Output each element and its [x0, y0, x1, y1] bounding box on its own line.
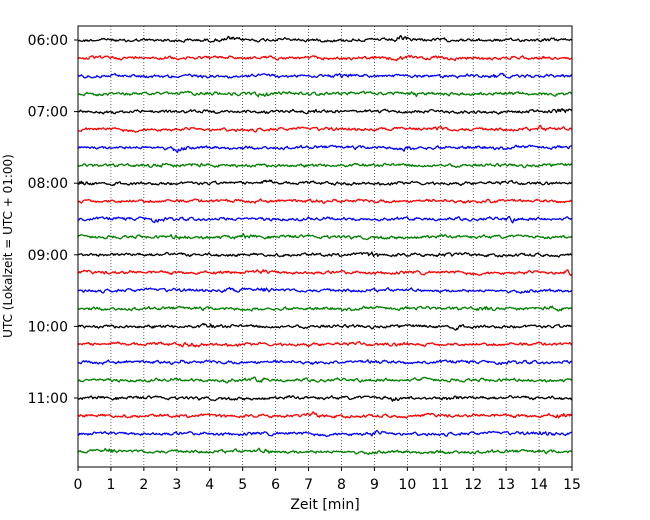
- trace-0700: [77, 108, 573, 115]
- seismogram-traces: [77, 34, 573, 456]
- trace-0745: [77, 162, 573, 169]
- trace-0600: [77, 34, 573, 43]
- x-tick-label: 4: [205, 477, 214, 493]
- x-tick-label: 0: [74, 477, 83, 493]
- x-tick-label: 8: [337, 477, 346, 493]
- trace-0900: [77, 251, 573, 258]
- x-tick-label: 3: [172, 477, 181, 493]
- y-tick-label: 09:00: [28, 248, 68, 264]
- x-tick-label: 2: [139, 477, 148, 493]
- x-tick-label: 6: [271, 477, 280, 493]
- trace-0845: [77, 233, 573, 241]
- trace-0645: [77, 90, 573, 98]
- x-axis: 0 1 2 3 4 5 6 7 8 9 10 11 12 13 14 15: [74, 467, 581, 493]
- y-tick-label: 06:00: [28, 33, 68, 49]
- trace-0715: [77, 124, 573, 133]
- x-tick-label: 15: [563, 477, 581, 493]
- trace-0730: [77, 144, 573, 153]
- x-tick-label: 1: [106, 477, 115, 493]
- x-tick-label: 12: [464, 477, 482, 493]
- x-axis-title: Zeit [min]: [290, 497, 359, 513]
- trace-0945: [77, 305, 573, 312]
- trace-1145: [77, 447, 573, 456]
- trace-1130: [77, 429, 573, 438]
- plot-background: [78, 26, 572, 467]
- trace-0830: [77, 215, 573, 224]
- trace-0630: [77, 72, 573, 79]
- y-tick-label: 07:00: [28, 105, 68, 121]
- trace-1030: [77, 359, 573, 366]
- x-tick-label: 14: [530, 477, 548, 493]
- trace-0815: [77, 198, 573, 205]
- trace-1115: [77, 411, 573, 419]
- trace-0615: [77, 54, 573, 62]
- trace-0800: [77, 179, 573, 187]
- x-tick-label: 5: [238, 477, 247, 493]
- plot-frame: [77, 25, 573, 468]
- x-tick-label: 11: [431, 477, 449, 493]
- x-tick-label: 13: [497, 477, 515, 493]
- trace-0930: [77, 286, 573, 294]
- x-tick-label: 10: [398, 477, 416, 493]
- trace-1015: [77, 340, 573, 348]
- y-axis-title: UTC (Lokalzeit = UTC + 01:00): [1, 154, 15, 338]
- trace-1000: [77, 322, 573, 331]
- y-axis: 06:00 07:00 08:00 09:00 10:00 11:00: [28, 33, 78, 407]
- trace-1045: [77, 376, 573, 384]
- y-tick-label: 10:00: [28, 319, 68, 335]
- trace-0915: [77, 269, 573, 277]
- y-tick-label: 11:00: [28, 391, 68, 407]
- x-tick-label: 9: [370, 477, 379, 493]
- y-tick-label: 08:00: [28, 176, 68, 192]
- x-tick-label: 7: [304, 477, 313, 493]
- trace-1100: [77, 395, 573, 402]
